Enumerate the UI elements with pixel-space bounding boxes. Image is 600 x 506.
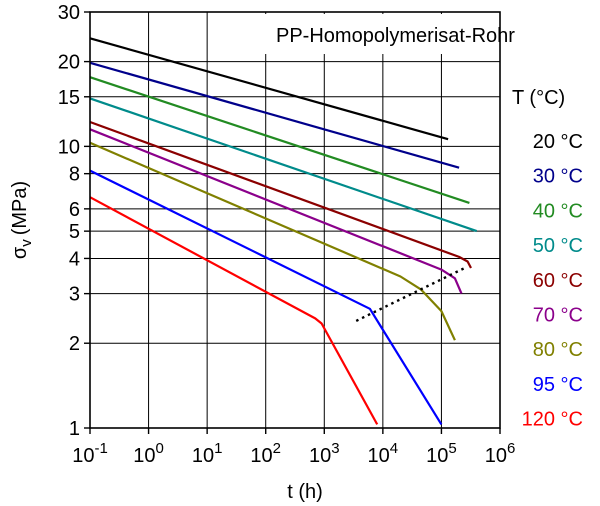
series-line [89, 76, 470, 204]
x-tick-exponent: 5 [448, 440, 456, 457]
y-axis-label: σv (MPa) [9, 181, 35, 259]
series-line [89, 128, 463, 295]
y-tick-label: 1 [69, 418, 80, 440]
y-tick-label: 3 [69, 284, 80, 306]
series-line [89, 169, 443, 425]
legend-entry: 40 °C [533, 200, 583, 222]
x-tick-label: 102 [250, 440, 281, 467]
x-tick-base: 10 [426, 445, 448, 467]
x-tick-base: 10 [309, 445, 331, 467]
y-tick-label: 20 [58, 52, 80, 74]
x-tick-exponent: 0 [156, 440, 164, 457]
legend-entry: 50 °C [533, 235, 583, 257]
legend-entry: 70 °C [533, 305, 583, 327]
x-tick-exponent: 4 [390, 440, 398, 457]
legend-entry: 20 °C [533, 131, 583, 153]
y-tick-label: 30 [58, 2, 80, 24]
x-tick-base: 10 [133, 445, 155, 467]
x-tick-label: 100 [133, 440, 164, 467]
y-tick-label: 4 [69, 248, 80, 270]
x-tick-base: 10 [250, 445, 272, 467]
x-tick-label: 101 [192, 440, 223, 467]
x-tick-label: 105 [426, 440, 457, 467]
x-tick-label: 10-1 [72, 440, 108, 467]
series-line [89, 120, 472, 269]
x-tick-exponent: -1 [94, 440, 107, 457]
x-axis-label: t (h) [287, 481, 323, 503]
y-tick-label: 10 [58, 136, 80, 158]
y-axis-symbol: σ [9, 246, 31, 259]
y-tick-label: 2 [69, 333, 80, 355]
y-tick-label: 5 [69, 221, 80, 243]
y-tick-label: 6 [69, 199, 80, 221]
x-tick-exponent: 1 [214, 440, 222, 457]
series-line [89, 97, 478, 233]
plot-frame [89, 11, 501, 429]
title-box [265, 14, 497, 54]
x-tick-exponent: 6 [507, 440, 515, 457]
series-line [89, 37, 449, 141]
y-tick-label: 8 [69, 164, 80, 186]
series-line [89, 61, 460, 169]
legend-title: T (°C) [512, 87, 565, 109]
x-tick-base: 10 [72, 445, 94, 467]
x-tick-label: 103 [309, 440, 340, 467]
legend-entry: 80 °C [533, 339, 583, 361]
x-tick-label: 106 [485, 440, 516, 467]
x-tick-label: 104 [368, 440, 399, 467]
y-tick-label: 15 [58, 87, 80, 109]
x-tick-base: 10 [368, 445, 390, 467]
legend-entry: 60 °C [533, 270, 583, 292]
chart-title: PP-Homopolymerisat-Rohr [276, 25, 515, 47]
series-lines [89, 37, 478, 425]
y-axis-subscript: v [18, 239, 35, 247]
x-tick-exponent: 3 [331, 440, 339, 457]
x-tick-exponent: 2 [273, 440, 281, 457]
x-tick-base: 10 [192, 445, 214, 467]
annotation-dotted-line [355, 266, 466, 322]
series-line [89, 196, 379, 425]
legend-entry: 95 °C [533, 374, 583, 396]
legend-entry: 120 °C [522, 409, 583, 431]
x-tick-base: 10 [485, 445, 507, 467]
legend: T (°C) 20 °C 30 °C 40 °C 50 °C 60 °C 70 °C 80 … [512, 87, 583, 431]
y-axis-unit: (MPa) [9, 181, 31, 235]
legend-entry: 30 °C [533, 166, 583, 188]
